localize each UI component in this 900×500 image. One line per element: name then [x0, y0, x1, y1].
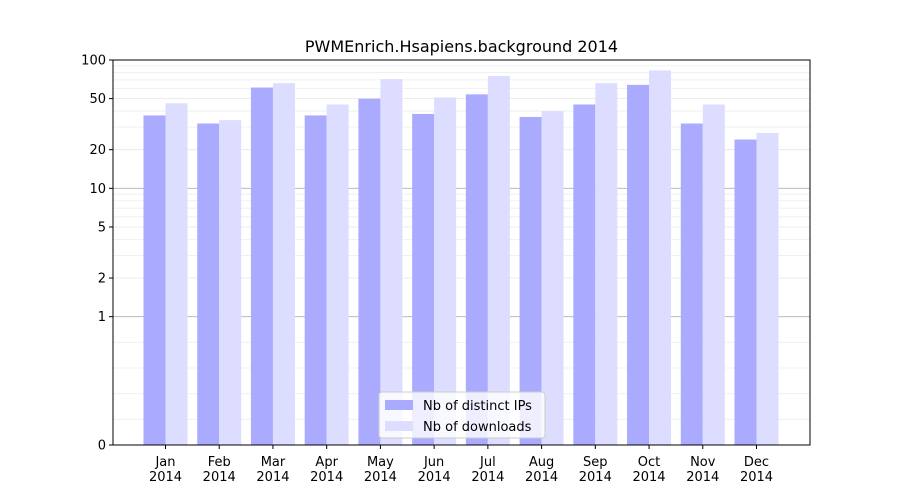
y-tick-label: 0	[98, 439, 106, 454]
bar-distinct-ips	[250, 87, 273, 445]
x-tick-label-month: Dec	[744, 455, 769, 470]
x-tick-label: Jun 2014	[418, 455, 451, 485]
x-tick-label-month: Apr	[315, 455, 338, 470]
x-tick-label: Dec 2014	[740, 455, 773, 485]
bar-distinct-ips	[519, 116, 542, 446]
x-tick-label-month: Oct	[638, 455, 660, 470]
x-tick-label: Aug 2014	[525, 455, 558, 485]
legend-box	[378, 391, 546, 439]
y-tick-label: 50	[89, 92, 106, 107]
x-tick-label-month: Mar	[261, 455, 286, 470]
x-tick-label-month: Sep	[583, 455, 608, 470]
x-tick-label-month: Feb	[208, 455, 231, 470]
plot-frame	[112, 59, 811, 446]
x-tick-label-month: May	[367, 455, 394, 470]
bar-distinct-ips	[734, 139, 757, 445]
y-tick-label: 100	[81, 54, 106, 69]
x-tick-label: Sep 2014	[579, 455, 612, 485]
x-tick-label: May 2014	[364, 455, 397, 485]
legend: Nb of distinct IPs Nb of downloads	[378, 391, 546, 439]
bar-downloads	[326, 104, 349, 445]
x-tick-label: Jan 2014	[149, 455, 182, 485]
bar-distinct-ips	[412, 113, 435, 446]
chart-title: PWMEnrich.Hsapiens.background 2014	[305, 37, 618, 56]
x-tick-label-year: 2014	[579, 470, 612, 485]
x-tick-label-year: 2014	[256, 470, 289, 485]
legend-swatch	[385, 400, 413, 410]
bar-downloads	[487, 76, 510, 445]
x-tick-label-month: Jul	[479, 455, 496, 470]
bar-downloads	[434, 97, 457, 445]
x-tick-label-year: 2014	[418, 470, 451, 485]
y-tick-label: 20	[89, 143, 106, 158]
y-tick-label: 10	[89, 182, 106, 197]
bar-distinct-ips	[680, 123, 703, 446]
x-tick-label: Feb 2014	[203, 455, 236, 485]
x-tick-label-year: 2014	[471, 470, 504, 485]
y-tick-label: 1	[98, 310, 106, 325]
bar-distinct-ips	[143, 115, 166, 445]
x-tick-label: Oct 2014	[632, 455, 665, 485]
bar-downloads	[649, 70, 672, 445]
bar-downloads	[272, 83, 295, 445]
x-tick-label-year: 2014	[364, 470, 397, 485]
y-axis: 0 1 2 5 10 20 50 100	[81, 54, 113, 454]
x-tick-label-month: Jan	[154, 455, 175, 470]
x-tick-label: Jul 2014	[471, 455, 504, 485]
bars	[143, 70, 779, 446]
x-tick-label-month: Jun	[423, 455, 444, 470]
x-tick-label: Apr 2014	[310, 455, 343, 485]
x-tick-label-year: 2014	[525, 470, 558, 485]
x-tick-label: Nov 2014	[686, 455, 719, 485]
bar-downloads	[702, 104, 725, 445]
x-tick-label-year: 2014	[310, 470, 343, 485]
bar-distinct-ips	[304, 115, 327, 445]
bar-distinct-ips	[197, 123, 220, 446]
bar-downloads	[165, 103, 188, 445]
bar-distinct-ips	[358, 98, 381, 446]
bar-downloads	[541, 111, 564, 445]
x-tick-label-year: 2014	[686, 470, 719, 485]
x-tick-label-month: Nov	[690, 455, 716, 470]
legend-swatch	[385, 421, 413, 431]
x-tick-label-year: 2014	[740, 470, 773, 485]
bar-downloads	[595, 83, 618, 445]
x-tick-label-year: 2014	[203, 470, 236, 485]
x-tick-label-month: Aug	[529, 455, 554, 470]
x-tick-label-year: 2014	[149, 470, 182, 485]
bar-distinct-ips	[465, 94, 488, 445]
y-tick-label: 5	[98, 220, 106, 235]
x-tick-label-year: 2014	[632, 470, 665, 485]
bar-downloads	[756, 132, 779, 446]
bar-downloads	[380, 79, 403, 446]
x-tick-label: Mar 2014	[256, 455, 289, 485]
y-tick-label: 2	[98, 272, 106, 287]
legend-label: Nb of distinct IPs	[423, 399, 532, 414]
bar-downloads	[219, 120, 242, 446]
bar-distinct-ips	[627, 84, 650, 446]
bar-distinct-ips	[573, 104, 596, 445]
legend-label: Nb of downloads	[423, 420, 532, 435]
